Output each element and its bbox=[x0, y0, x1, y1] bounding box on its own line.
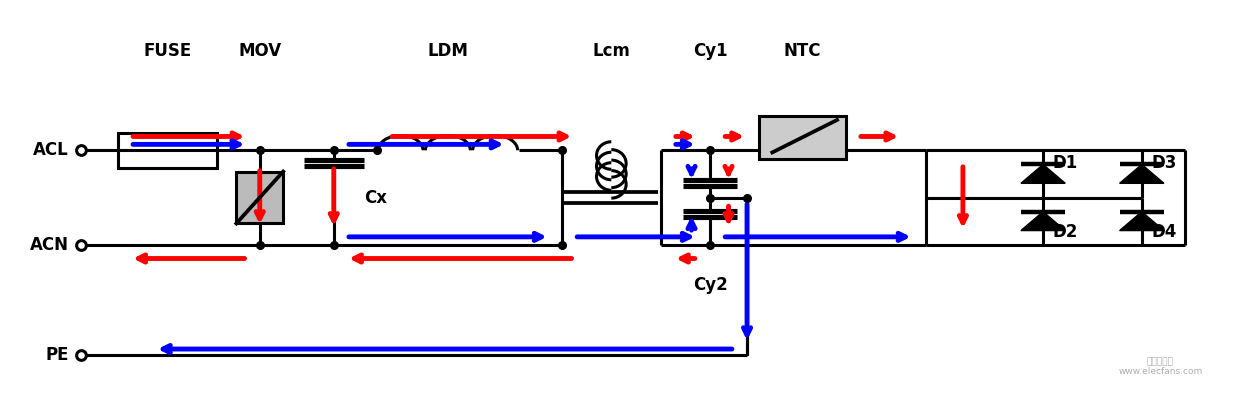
Text: D3: D3 bbox=[1152, 154, 1177, 172]
Text: ACN: ACN bbox=[30, 236, 69, 254]
Text: Cy1: Cy1 bbox=[693, 42, 727, 60]
Text: Lcm: Lcm bbox=[593, 42, 630, 60]
Text: Cy2: Cy2 bbox=[693, 276, 727, 294]
Text: PE: PE bbox=[44, 346, 69, 364]
Text: D4: D4 bbox=[1152, 223, 1177, 241]
Text: MOV: MOV bbox=[238, 42, 282, 60]
Text: D2: D2 bbox=[1053, 223, 1078, 241]
Polygon shape bbox=[1120, 164, 1165, 183]
Polygon shape bbox=[1021, 212, 1066, 231]
Bar bbox=[236, 171, 283, 224]
Text: D1: D1 bbox=[1053, 154, 1078, 172]
Polygon shape bbox=[1021, 164, 1066, 183]
Text: FUSE: FUSE bbox=[143, 42, 191, 60]
Text: ACL: ACL bbox=[33, 141, 69, 159]
Text: Cx: Cx bbox=[364, 188, 388, 207]
Text: LDM: LDM bbox=[427, 42, 468, 60]
Text: NTC: NTC bbox=[784, 42, 821, 60]
Text: 电子发烧友
www.elecfans.com: 电子发烧友 www.elecfans.com bbox=[1118, 357, 1203, 376]
Polygon shape bbox=[1120, 212, 1165, 231]
Bar bbox=[117, 133, 216, 168]
Bar bbox=[760, 116, 846, 159]
